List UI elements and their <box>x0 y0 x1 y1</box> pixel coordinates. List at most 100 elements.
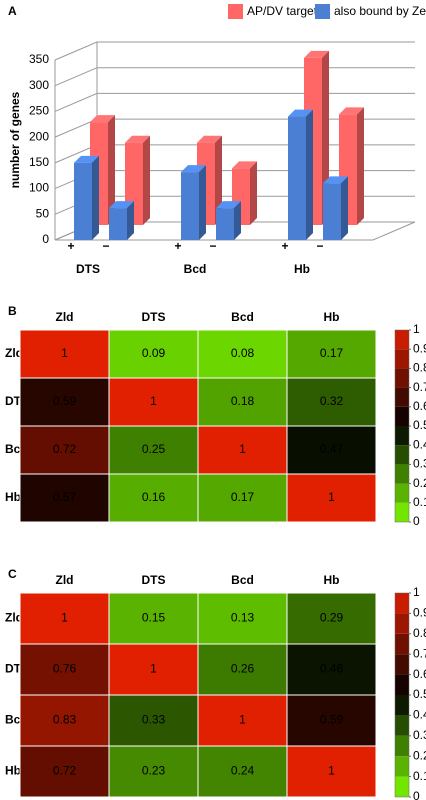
bar-side <box>306 109 313 240</box>
heatmap-cell <box>286 377 377 427</box>
bar <box>181 172 199 240</box>
x-tick-label: + <box>281 239 288 253</box>
panel-label: A <box>8 4 17 18</box>
colorbar-tick-label: 0.3 <box>413 457 426 471</box>
cell-value: 0.18 <box>231 394 255 408</box>
y-tick-label: 350 <box>29 52 49 66</box>
bar-top <box>323 176 348 184</box>
colorbar-segment <box>395 502 409 522</box>
colorbar-segment <box>395 654 409 675</box>
colorbar-segment <box>395 464 409 484</box>
cell-value: 0.25 <box>142 442 166 456</box>
heatmap-cell <box>19 329 110 379</box>
heatmap-cell <box>108 329 199 379</box>
heatmap-cell <box>197 425 288 475</box>
colorbar-segment <box>395 695 409 716</box>
bar <box>109 208 127 240</box>
colorbar-segment <box>395 483 409 503</box>
legend-swatch <box>315 4 330 19</box>
y-tick-label: 200 <box>29 129 49 143</box>
cell-value: 0.15 <box>142 611 166 625</box>
cell-value: 1 <box>239 713 246 727</box>
heatmap-cell <box>108 377 199 427</box>
legend-swatch <box>228 4 243 19</box>
cell-value: 0.08 <box>231 346 255 360</box>
y-tick-label: 150 <box>29 155 49 169</box>
heatmap-cell <box>286 643 377 696</box>
row-label: Hb <box>5 490 21 504</box>
cell-value: 1 <box>150 394 157 408</box>
bar-side <box>127 201 134 240</box>
colorbar-tick-label: 0.7 <box>413 646 426 660</box>
colorbar-segment <box>395 330 409 350</box>
x-tick-label: − <box>316 239 323 253</box>
column-label: DTS <box>142 573 166 587</box>
bar-top <box>232 161 257 169</box>
heatmap-cell <box>197 329 288 379</box>
cell-value: 0.23 <box>142 764 166 778</box>
group-label: Hb <box>294 262 310 276</box>
x-tick-label: + <box>174 239 181 253</box>
bar-side <box>250 161 257 225</box>
bar-top <box>181 165 206 173</box>
colorbar-tick-label: 0.6 <box>413 399 426 413</box>
bar-side <box>92 155 99 240</box>
cell-value: 0.57 <box>53 490 77 504</box>
cell-value: 0.83 <box>53 713 77 727</box>
colorbar-segment <box>395 445 409 465</box>
bar-top <box>339 107 364 115</box>
cell-value: 0.59 <box>53 394 77 408</box>
bar-side <box>199 165 206 240</box>
cell-value: 1 <box>328 490 335 504</box>
bar-side <box>108 115 115 225</box>
row-label: Zld <box>5 346 23 360</box>
column-label: Bcd <box>231 310 254 324</box>
colorbar-tick-label: 0.7 <box>413 380 426 394</box>
colorbar-tick-label: 0.5 <box>413 687 426 701</box>
y-tick-label: 250 <box>29 104 49 118</box>
bar-side <box>215 135 222 225</box>
column-label: Zld <box>56 310 74 324</box>
colorbar-tick-label: 0 <box>413 789 420 800</box>
cell-value: 0.72 <box>53 442 77 456</box>
bar-top <box>125 135 150 143</box>
heatmap-cell <box>19 694 110 747</box>
bar-top <box>304 50 329 58</box>
cell-value: 0.24 <box>231 764 255 778</box>
bar <box>74 162 92 240</box>
cell-value: 0.72 <box>53 764 77 778</box>
heatmap-cell <box>286 425 377 475</box>
colorbar-segment <box>395 613 409 634</box>
cell-value: 0.46 <box>320 662 344 676</box>
colorbar-segment <box>395 593 409 614</box>
cell-value: 0.26 <box>231 662 255 676</box>
cell-value: 1 <box>61 346 68 360</box>
bar-top <box>109 201 134 209</box>
bar-top <box>74 155 99 163</box>
group-label: Bcd <box>184 262 207 276</box>
colorbar-tick-label: 0.5 <box>413 418 426 432</box>
colorbar-tick-label: 1 <box>413 322 420 336</box>
group-label: DTS <box>76 262 100 276</box>
colorbar-segment <box>395 406 409 426</box>
y-tick-label: 300 <box>29 78 49 92</box>
column-label: Bcd <box>231 573 254 587</box>
heatmap-cell <box>108 643 199 696</box>
colorbar-segment <box>395 387 409 407</box>
cell-value: 0.59 <box>320 713 344 727</box>
heatmap-cell <box>19 745 110 798</box>
heatmap-cell <box>19 377 110 427</box>
panel-label: C <box>8 567 17 581</box>
bar-top <box>90 115 115 123</box>
column-label: DTS <box>142 310 166 324</box>
grid-line <box>54 67 415 87</box>
cell-value: 0.76 <box>53 662 77 676</box>
cell-value: 0.17 <box>231 490 255 504</box>
colorbar-segment <box>395 674 409 695</box>
heatmap-cell <box>108 694 199 747</box>
y-axis-label: number of genes <box>8 91 22 188</box>
panel-label: B <box>8 304 17 318</box>
cell-value: 0.33 <box>142 713 166 727</box>
cell-value: 1 <box>61 611 68 625</box>
y-tick-label: 0 <box>42 232 49 246</box>
